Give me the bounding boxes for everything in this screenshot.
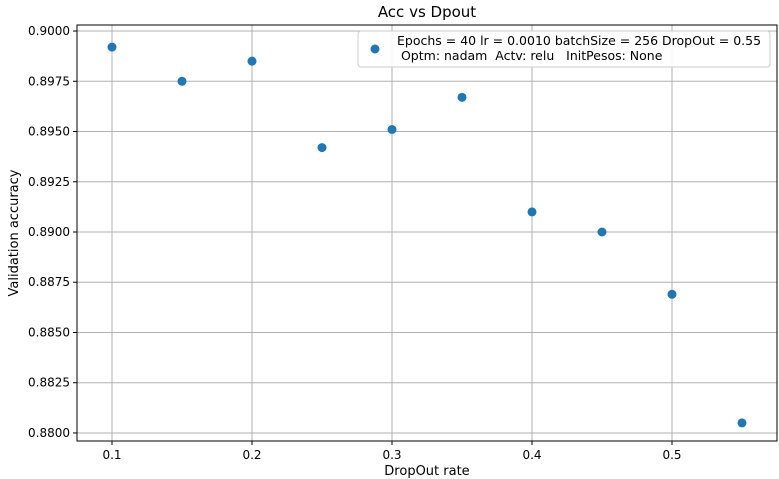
y-axis-label: Validation accuracy <box>7 169 22 296</box>
y-tick-label: 0.8875 <box>28 275 70 289</box>
y-tick-label: 0.8800 <box>28 426 70 440</box>
data-point <box>177 76 187 86</box>
data-point <box>597 227 607 237</box>
data-point <box>317 143 327 153</box>
x-tick-label: 0.2 <box>242 448 261 462</box>
legend-box <box>357 30 771 68</box>
plot-frame <box>76 24 778 442</box>
data-point <box>737 418 747 428</box>
y-tick-label: 0.8825 <box>28 376 70 390</box>
data-point <box>247 56 257 66</box>
data-point <box>457 92 467 102</box>
y-tick-label: 0.8950 <box>28 125 70 139</box>
data-point <box>667 289 677 299</box>
y-axis-ticks: 0.8800 0.8825 0.8850 0.8875 0.8900 0.8925 0.89… <box>28 24 77 440</box>
legend-line-1: Epochs = 40 lr = 0.0010 batchSize = 256 … <box>397 33 761 48</box>
legend-line-2: Optm: nadam Actv: relu InitPesos: None <box>397 48 663 63</box>
x-tick-label: 0.4 <box>522 448 541 462</box>
x-axis-label: DropOut rate <box>384 464 469 479</box>
x-axis-ticks: 0.1 0.2 0.3 0.4 0.5 <box>102 441 682 462</box>
data-points <box>107 42 747 428</box>
legend-marker <box>370 44 380 54</box>
x-tick-label: 0.3 <box>382 448 401 462</box>
legend: Epochs = 40 lr = 0.0010 batchSize = 256 … <box>357 30 771 68</box>
chart-title: Acc vs Dpout <box>378 3 476 21</box>
y-tick-label: 0.8925 <box>28 175 70 189</box>
data-point <box>107 42 117 52</box>
y-tick-label: 0.8850 <box>28 325 70 339</box>
x-tick-label: 0.1 <box>102 448 121 462</box>
grid-lines <box>77 25 777 441</box>
x-tick-label: 0.5 <box>662 448 681 462</box>
data-point <box>527 207 537 217</box>
y-tick-label: 0.9000 <box>28 24 70 38</box>
data-point <box>387 125 397 135</box>
y-tick-label: 0.8975 <box>28 74 70 88</box>
y-tick-label: 0.8900 <box>28 225 70 239</box>
